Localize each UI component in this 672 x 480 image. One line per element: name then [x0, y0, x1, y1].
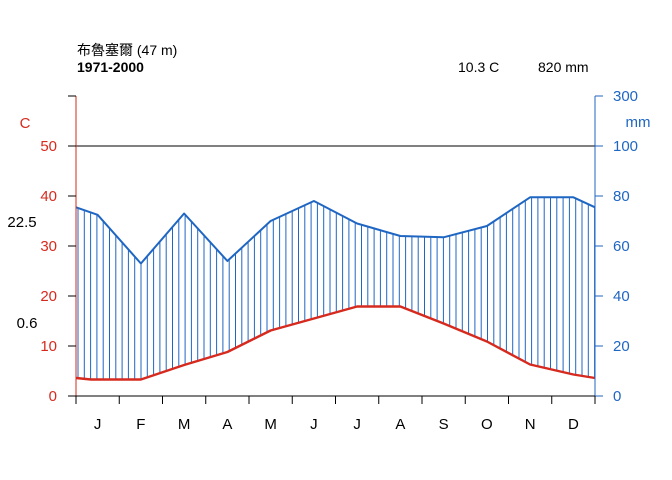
month-label: J — [310, 416, 318, 433]
month-label: A — [222, 416, 232, 433]
temperature-axis-label: C — [20, 115, 31, 132]
annual-mean-temperature: 10.3 C — [458, 59, 500, 75]
month-label: J — [353, 416, 361, 433]
temperature-tick-label: 0 — [49, 388, 57, 405]
side-label-upper: 22.5 — [7, 214, 36, 231]
month-label: N — [525, 416, 536, 433]
temperature-line — [75, 305, 596, 381]
precipitation-tick-label: 300 — [613, 88, 638, 105]
month-label: S — [439, 416, 449, 433]
temperature-tick-label: 40 — [40, 188, 57, 205]
side-label-lower: 0.6 — [17, 315, 38, 332]
annual-precipitation: 820 mm — [538, 59, 589, 75]
precipitation-tick-label: 20 — [613, 338, 630, 355]
period-label: 1971-2000 — [77, 59, 144, 75]
temperature-tick-label: 20 — [40, 288, 57, 305]
temperature-tick-label: 50 — [40, 138, 57, 155]
month-label: M — [264, 416, 277, 433]
month-label: J — [94, 416, 102, 433]
precipitation-tick-label: 100 — [613, 138, 638, 155]
temperature-tick-label: 10 — [40, 338, 57, 355]
month-label: F — [136, 416, 145, 433]
axes: 0 10 20 30 40 50 0 20 40 60 80 100 300 J F M A M J J A S O N D — [40, 88, 638, 433]
precipitation-tick-label: 60 — [613, 238, 630, 255]
precipitation-line — [75, 196, 596, 265]
temperature-tick-label: 30 — [40, 238, 57, 255]
month-label: A — [395, 416, 405, 433]
month-label: O — [481, 416, 493, 433]
month-label: M — [178, 416, 191, 433]
precipitation-axis-label: mm — [626, 114, 651, 131]
humid-period-hatching — [77, 197, 596, 380]
station-name: 布魯塞爾 (47 m) — [77, 42, 178, 58]
precipitation-tick-label: 0 — [613, 388, 621, 405]
precipitation-tick-label: 40 — [613, 288, 630, 305]
month-label: D — [568, 416, 579, 433]
precipitation-tick-label: 80 — [613, 188, 630, 205]
